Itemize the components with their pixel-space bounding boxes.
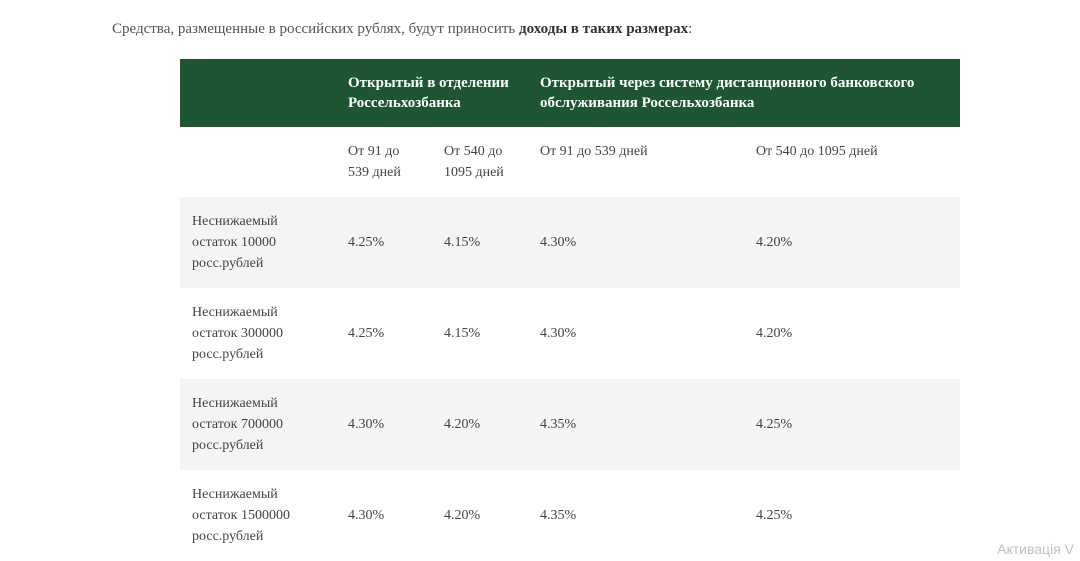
rates-table-wrap: Открытый в отделении Россельхозбанка Отк… (180, 59, 960, 561)
intro-text: Средства, размещенные в российских рубля… (112, 18, 990, 41)
rates-table: Открытый в отделении Россельхозбанка Отк… (180, 59, 960, 561)
row-v1: 4.25% (336, 288, 432, 379)
table-row: Неснижаемый остаток 1500000 росс.рублей … (180, 470, 960, 561)
row-label: Неснижаемый остаток 10000 росс.рублей (180, 197, 336, 288)
header-branch: Открытый в отделении Россельхозбанка (336, 59, 528, 128)
row-v3: 4.30% (528, 288, 744, 379)
row-label: Неснижаемый остаток 300000 росс.рублей (180, 288, 336, 379)
subheader-c3: От 91 до 539 дней (528, 127, 744, 197)
table-row: Неснижаемый остаток 300000 росс.рублей 4… (180, 288, 960, 379)
row-v2: 4.20% (432, 470, 528, 561)
row-v3: 4.30% (528, 197, 744, 288)
header-remote: Открытый через систему дистанционного ба… (528, 59, 960, 128)
row-v2: 4.15% (432, 197, 528, 288)
table-row: Неснижаемый остаток 10000 росс.рублей 4.… (180, 197, 960, 288)
subheader-c4: От 540 до 1095 дней (744, 127, 960, 197)
row-v3: 4.35% (528, 379, 744, 470)
intro-prefix: Средства, размещенные в российских рубля… (112, 21, 519, 37)
intro-bold: доходы в таких размерах (519, 21, 688, 37)
row-v1: 4.25% (336, 197, 432, 288)
subheader-c1: От 91 до 539 дней (336, 127, 432, 197)
row-v4: 4.20% (744, 288, 960, 379)
row-v2: 4.20% (432, 379, 528, 470)
row-v1: 4.30% (336, 379, 432, 470)
header-blank (180, 59, 336, 128)
subheader-blank (180, 127, 336, 197)
subheader-c2: От 540 до 1095 дней (432, 127, 528, 197)
table-header-row: Открытый в отделении Россельхозбанка Отк… (180, 59, 960, 128)
row-v2: 4.15% (432, 288, 528, 379)
row-label: Неснижаемый остаток 1500000 росс.рублей (180, 470, 336, 561)
row-v3: 4.35% (528, 470, 744, 561)
row-v4: 4.25% (744, 470, 960, 561)
row-v1: 4.30% (336, 470, 432, 561)
intro-suffix: : (688, 21, 692, 37)
table-subheader-row: От 91 до 539 дней От 540 до 1095 дней От… (180, 127, 960, 197)
row-label: Неснижаемый остаток 700000 росс.рублей (180, 379, 336, 470)
row-v4: 4.20% (744, 197, 960, 288)
table-row: Неснижаемый остаток 700000 росс.рублей 4… (180, 379, 960, 470)
row-v4: 4.25% (744, 379, 960, 470)
